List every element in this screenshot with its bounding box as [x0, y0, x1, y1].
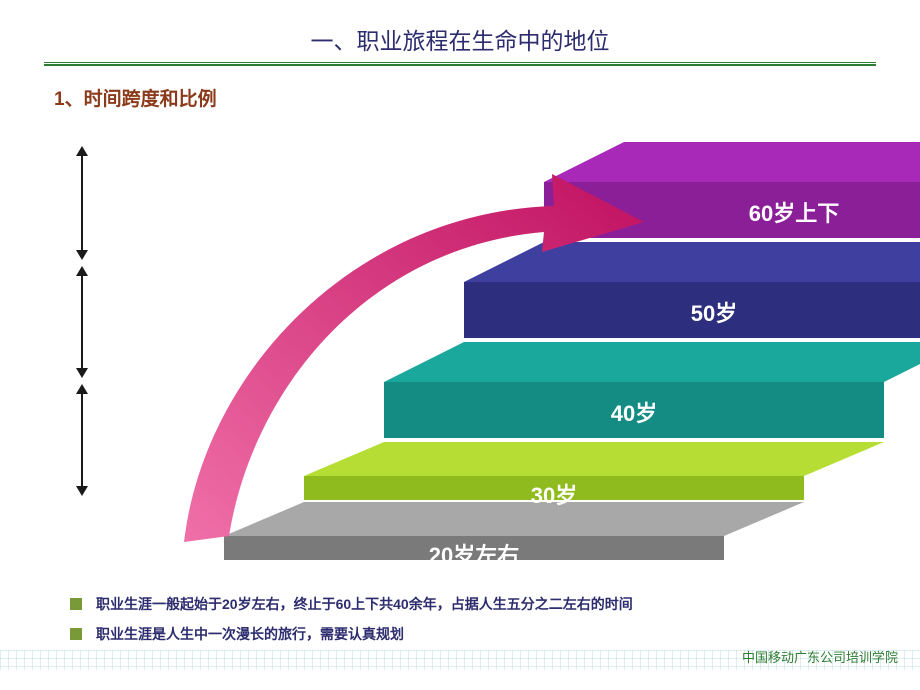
bullet-text: 职业生涯一般起始于20岁左右，终止于60上下共40余年，占据人生五分之二左右的时…: [96, 594, 633, 614]
bullet-item: 职业生涯一般起始于20岁左右，终止于60上下共40余年，占据人生五分之二左右的时…: [70, 594, 633, 614]
step-label: 50岁: [504, 296, 920, 328]
title-bar: 一、职业旅程在生命中的地位: [0, 0, 920, 56]
section-subtitle: 1、时间跨度和比例: [54, 84, 920, 111]
step-label: 60岁上下: [584, 196, 920, 228]
bullet-text: 职业生涯是人生中一次漫长的旅行，需要认真规划: [96, 624, 404, 644]
staircase-diagram: 20岁左右30岁40岁50岁60岁上下: [54, 132, 894, 572]
title-underline: [44, 62, 876, 66]
bullet-item: 职业生涯是人生中一次漫长的旅行，需要认真规划: [70, 624, 633, 644]
step-label: 20岁左右: [264, 538, 684, 570]
footer-org: 中国移动广东公司培训学院: [742, 647, 898, 666]
page-title: 一、职业旅程在生命中的地位: [311, 22, 610, 56]
bullet-marker: [70, 598, 82, 610]
bullet-list: 职业生涯一般起始于20岁左右，终止于60上下共40余年，占据人生五分之二左右的时…: [70, 584, 633, 644]
step-label: 30岁: [344, 478, 764, 510]
step-label: 40岁: [424, 396, 844, 428]
slide: 一、职业旅程在生命中的地位 1、时间跨度和比例 20岁左右 30岁 40岁 50岁 60…: [0, 0, 920, 690]
bullet-marker: [70, 628, 82, 640]
